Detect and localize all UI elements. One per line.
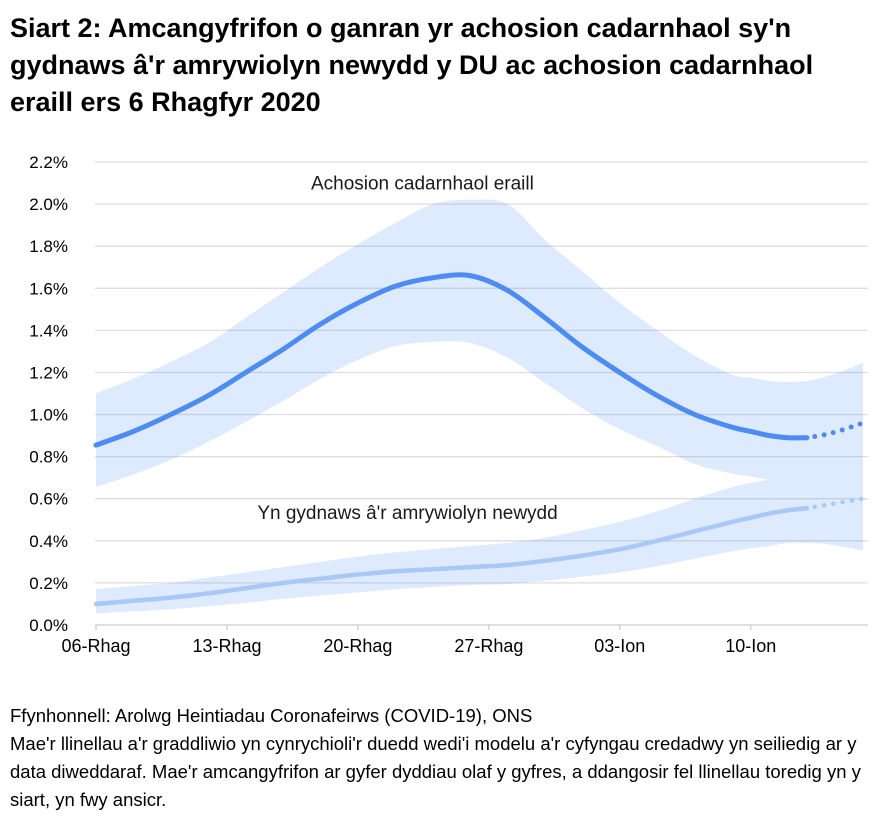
y-tick-label: 1.8% (29, 237, 68, 256)
trend-line-1 (93, 505, 810, 607)
series-label-other-confirmed-cases: Achosion cadarnhaol eraill (311, 173, 534, 194)
y-tick-label: 0.2% (29, 574, 68, 593)
x-tick-label: 20-Rhag (323, 636, 392, 656)
y-tick-label: 1.6% (29, 279, 68, 298)
y-tick-label: 1.4% (29, 321, 68, 340)
x-tick-label: 03-Ion (594, 636, 645, 656)
chart: 0.0% 0.2% 0.4% 0.6% 0.8% 1.0% 1.2% 1.4% 1.6% 1.8%… (29, 153, 868, 656)
x-tick-label: 10-Ion (725, 636, 776, 656)
trend-line-dotted-1 (804, 496, 866, 511)
x-tick-label: 27-Rhag (454, 636, 523, 656)
y-tick-label: 2.2% (29, 153, 68, 172)
trend-line-dotted-0 (804, 420, 866, 441)
y-tick-label: 0.4% (29, 532, 68, 551)
y-tick-label: 0.8% (29, 448, 68, 467)
confidence-bands (96, 199, 863, 614)
x-tick-label: 13-Rhag (192, 636, 261, 656)
chart-footer: Ffynhonnell: Arolwg Heintiadau Coronafei… (10, 702, 867, 814)
method-note: Mae'r llinellau a'r graddliwio yn cynryc… (10, 733, 861, 810)
x-tick-label: 06-Rhag (61, 636, 130, 656)
page-title: Siart 2: Amcangyfrifon o ganran yr achos… (10, 13, 814, 117)
y-tick-label: 1.2% (29, 364, 68, 383)
y-tick-label: 2.0% (29, 195, 68, 214)
chart-plot-area: 0.0% 0.2% 0.4% 0.6% 0.8% 1.0% 1.2% 1.4% 1.6% 1.8%… (29, 153, 868, 656)
trend-line-0 (93, 272, 810, 448)
y-tick-label: 0.0% (29, 616, 68, 635)
series-label-compatible-new-variant: Yn gydnaws â'r amrywiolyn newydd (257, 503, 557, 524)
y-tick-label: 1.0% (29, 406, 68, 425)
y-tick-label: 0.6% (29, 490, 68, 509)
source-note: Ffynhonnell: Arolwg Heintiadau Coronafei… (10, 705, 533, 726)
